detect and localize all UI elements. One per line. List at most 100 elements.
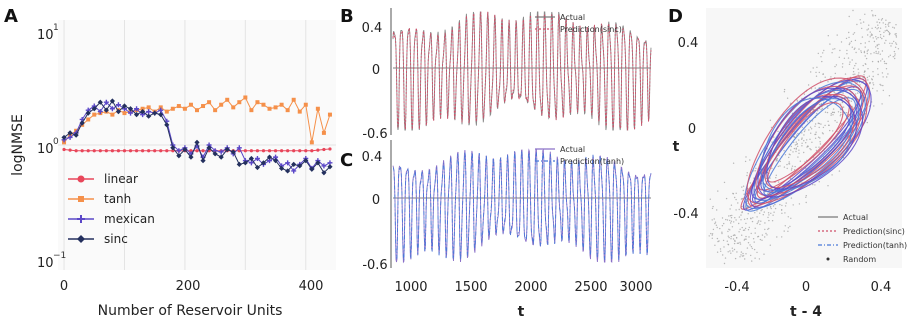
random-point (879, 27, 882, 29)
random-point (806, 139, 808, 141)
random-point (894, 33, 896, 35)
legend-d: Actual Prediction(sinc) Prediction(tanh)… (818, 213, 907, 264)
random-point (886, 29, 888, 32)
random-point (726, 240, 728, 242)
point-tanh (146, 105, 151, 110)
random-point (719, 248, 722, 250)
random-point (889, 21, 891, 24)
random-point (770, 207, 772, 210)
random-point (885, 68, 888, 70)
random-point (739, 241, 741, 244)
point-linear (171, 149, 175, 153)
random-point (864, 42, 866, 44)
random-point (877, 36, 879, 39)
point-tanh (140, 106, 145, 111)
legend-label-actual-b: Actual (560, 13, 585, 22)
point-linear (298, 149, 302, 153)
random-point (741, 197, 743, 200)
random-point (730, 220, 733, 222)
panel-c-chart: 0.4 0 -0.6 1000 1500 2000 2500 3000 t Ac… (362, 140, 653, 320)
random-point (760, 220, 762, 222)
random-point (745, 156, 747, 158)
random-point (734, 217, 736, 219)
random-point (826, 111, 829, 114)
random-point (721, 225, 724, 227)
random-point (733, 242, 736, 245)
random-point (711, 237, 713, 239)
random-point (811, 141, 813, 143)
random-point (872, 75, 874, 78)
random-point (725, 197, 728, 200)
ytick-b-04: 0.4 (362, 21, 383, 36)
point-tanh (321, 130, 326, 135)
random-point (848, 99, 851, 102)
random-point (742, 229, 745, 231)
random-point (756, 210, 758, 212)
point-sinc (200, 158, 206, 164)
point-linear (316, 148, 320, 152)
random-point (783, 88, 786, 91)
point-linear (292, 149, 296, 153)
point-sinc (109, 98, 115, 104)
random-point (714, 222, 716, 225)
legend-marker-linear (77, 175, 85, 183)
random-point (857, 68, 859, 70)
random-point (875, 52, 877, 54)
random-point (763, 253, 765, 255)
point-tanh (303, 102, 308, 107)
random-point (727, 243, 729, 245)
xtick-a-200: 200 (176, 279, 201, 294)
random-point (836, 34, 838, 36)
random-point (854, 65, 856, 67)
random-point (732, 162, 735, 164)
random-point (787, 227, 790, 229)
random-point (883, 31, 885, 34)
random-point (781, 209, 783, 211)
random-point (777, 165, 779, 168)
random-point (711, 234, 713, 236)
point-tanh (267, 106, 272, 111)
legend-label-pred-sinc-b: Prediction(sinc) (560, 25, 622, 34)
random-point (891, 42, 893, 45)
random-point (801, 145, 803, 147)
random-point (740, 251, 743, 253)
random-point (790, 145, 792, 148)
point-tanh (195, 108, 199, 113)
random-point (832, 114, 834, 116)
panel-d-plot-area (706, 8, 902, 268)
random-point (793, 169, 796, 171)
random-point (879, 53, 881, 55)
random-point (881, 58, 884, 60)
point-sinc (140, 109, 146, 115)
random-point (895, 43, 898, 45)
random-point (741, 186, 743, 188)
random-point (723, 246, 725, 248)
point-sinc (79, 120, 85, 126)
random-point (890, 45, 892, 47)
random-point (752, 238, 755, 240)
random-point (839, 115, 841, 117)
random-point (754, 212, 756, 214)
random-point (764, 236, 766, 238)
random-point (889, 42, 891, 44)
random-point (823, 49, 825, 52)
random-point (761, 234, 764, 236)
point-linear (255, 149, 260, 153)
random-point (769, 244, 771, 246)
random-point (881, 72, 884, 74)
random-point (796, 143, 798, 145)
random-point (749, 244, 751, 246)
point-mexican (128, 110, 134, 116)
random-point (768, 214, 770, 216)
random-point (803, 134, 805, 136)
random-point (880, 84, 882, 87)
random-point (791, 165, 794, 167)
random-point (864, 46, 866, 48)
series-actual (392, 11, 652, 131)
random-point (877, 24, 879, 26)
point-linear (98, 149, 102, 153)
random-point (815, 131, 817, 133)
random-point (871, 79, 873, 81)
random-point (744, 160, 747, 163)
